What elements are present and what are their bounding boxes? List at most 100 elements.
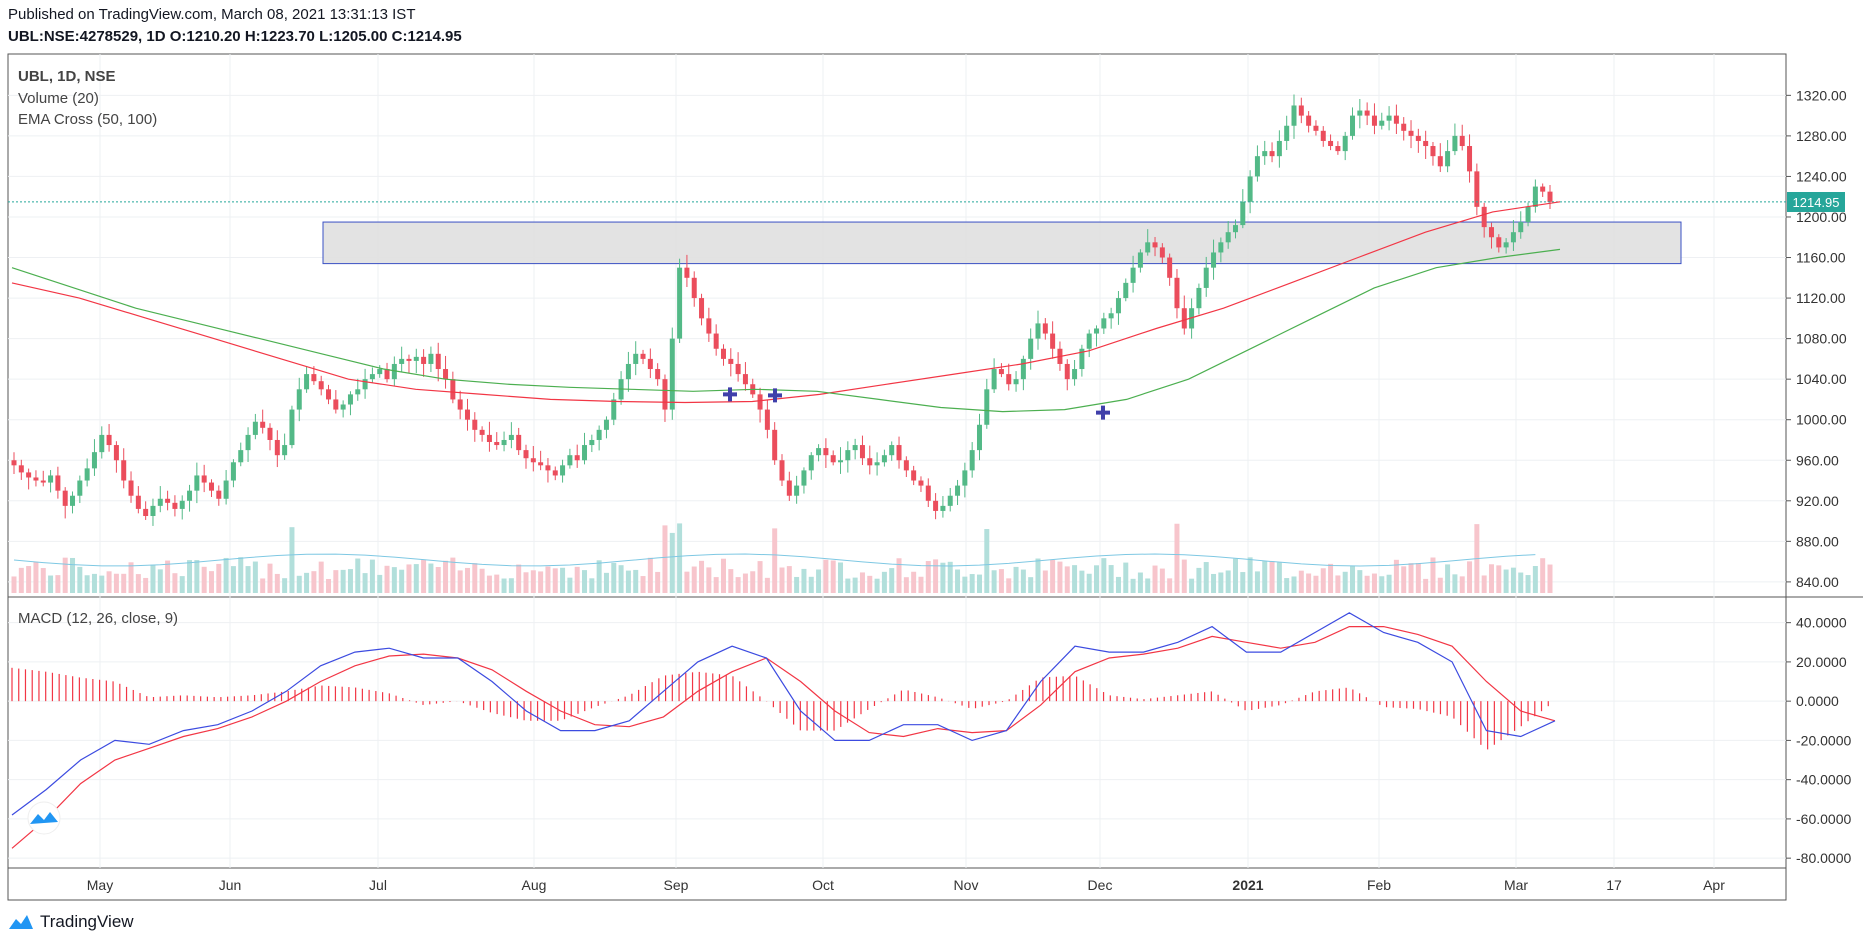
volume-bar xyxy=(355,558,361,593)
candle-body xyxy=(1020,358,1026,380)
volume-bar xyxy=(1342,571,1348,593)
candle-body xyxy=(333,399,339,410)
volume-bar xyxy=(838,562,844,593)
candle-body xyxy=(486,434,492,443)
volume-bar xyxy=(1042,570,1048,593)
candle-body xyxy=(1335,146,1341,152)
volume-bar xyxy=(699,560,705,593)
time-tick-label: Jul xyxy=(369,877,387,893)
candle-body xyxy=(99,434,105,453)
candle-body xyxy=(1291,105,1297,126)
candle-body xyxy=(713,333,719,349)
volume-bar xyxy=(582,570,588,593)
volume-bar xyxy=(1335,575,1341,593)
candles[interactable] xyxy=(8,94,1786,526)
candle-body xyxy=(1013,379,1019,385)
candle-body xyxy=(143,508,149,517)
volume-bar xyxy=(947,561,953,593)
volume-bar xyxy=(669,532,675,593)
volume-bar xyxy=(1232,558,1238,593)
candle-body xyxy=(786,480,792,496)
volume-bar xyxy=(1393,559,1399,593)
candle-body xyxy=(560,465,566,476)
candle-body xyxy=(150,505,156,517)
volume-bar xyxy=(18,567,24,593)
candle-body xyxy=(516,434,522,451)
volume-bar xyxy=(772,528,778,593)
volume-bar xyxy=(523,572,529,593)
volume-bar xyxy=(1262,561,1268,593)
volume-bar xyxy=(289,527,295,593)
volume-bar xyxy=(596,560,602,593)
volume-bar xyxy=(48,575,54,593)
ema-cross-marker xyxy=(1096,405,1110,420)
volume-bar xyxy=(1108,565,1114,593)
volume-bar xyxy=(1350,565,1356,593)
candle-body xyxy=(1496,237,1502,248)
candle-body xyxy=(1393,115,1399,124)
candle-body xyxy=(794,485,800,496)
candle-body xyxy=(845,450,851,461)
candle-body xyxy=(918,480,924,486)
volume-bar xyxy=(1320,568,1326,593)
volume-bar xyxy=(1123,562,1129,593)
volume-bar xyxy=(1196,567,1202,593)
candle-body xyxy=(1452,135,1458,152)
candle-body xyxy=(1094,328,1100,334)
candle-body xyxy=(369,374,375,380)
volume-bar xyxy=(911,571,917,593)
candle-body xyxy=(1028,338,1034,359)
candle-body xyxy=(172,502,178,509)
volume-bar xyxy=(684,571,690,593)
candle-body xyxy=(267,427,273,440)
volume-bar xyxy=(428,563,434,593)
volume-bar xyxy=(1357,570,1363,593)
volume-bar xyxy=(128,562,134,593)
candle-body xyxy=(1006,374,1012,385)
candle-body xyxy=(1247,176,1253,202)
candle-body xyxy=(991,369,997,390)
candle-body xyxy=(1430,146,1436,157)
candle-body xyxy=(457,399,463,410)
candle-body xyxy=(969,450,975,471)
candle-body xyxy=(1225,232,1231,243)
candle-body xyxy=(1159,247,1165,258)
volume-bar xyxy=(991,570,997,593)
candle-body xyxy=(998,369,1004,375)
volume-bar xyxy=(530,570,536,593)
close-label: C: xyxy=(391,28,408,45)
candle-body xyxy=(735,363,741,375)
candle-body xyxy=(1467,146,1473,172)
time-tick-label: May xyxy=(87,877,113,893)
candle-body xyxy=(808,455,814,471)
volume-bar xyxy=(296,575,302,593)
candle-body xyxy=(135,495,141,509)
volume-bar xyxy=(1072,565,1078,593)
volume-bar xyxy=(267,563,273,593)
footer-brand[interactable]: TradingView xyxy=(8,912,134,932)
zone-rect xyxy=(322,221,1682,265)
volume-bar xyxy=(391,567,397,593)
support-zone[interactable] xyxy=(322,221,1682,265)
volume-bar xyxy=(70,557,76,593)
candle-body xyxy=(925,485,931,501)
candle-body xyxy=(1137,252,1143,268)
candle-body xyxy=(1108,313,1114,319)
candle-body xyxy=(443,369,449,380)
high-value: 1223.70 xyxy=(260,28,315,45)
candle-body xyxy=(1262,151,1268,157)
candle-body xyxy=(1101,318,1107,329)
price-tick-label: 1040.00 xyxy=(1796,371,1847,387)
macd-line xyxy=(11,612,1556,816)
candle-body xyxy=(1042,323,1048,334)
candle-body xyxy=(1423,140,1429,147)
price-tick-label: 1280.00 xyxy=(1796,128,1847,144)
candle-body xyxy=(633,353,639,364)
candle-body xyxy=(1298,105,1304,116)
volume-bar xyxy=(889,568,895,593)
volume-bar xyxy=(1115,576,1121,593)
volume-ma-line xyxy=(13,553,1536,567)
candle-body xyxy=(655,369,661,380)
volume-bar xyxy=(881,571,887,593)
